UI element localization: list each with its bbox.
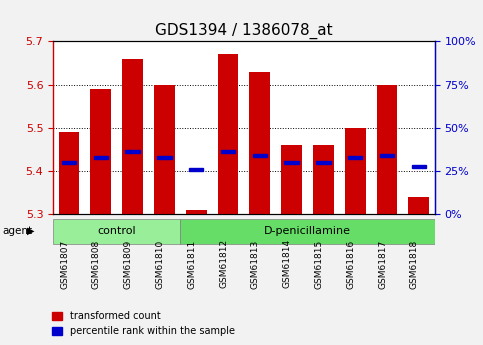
Bar xyxy=(126,150,140,153)
Bar xyxy=(380,154,394,157)
Text: control: control xyxy=(98,226,136,236)
Bar xyxy=(122,59,143,214)
Text: GSM61807: GSM61807 xyxy=(60,239,69,288)
Bar xyxy=(250,71,270,214)
Bar xyxy=(313,145,334,214)
Text: GSM61811: GSM61811 xyxy=(187,239,196,288)
Text: GSM61808: GSM61808 xyxy=(92,239,101,288)
Bar xyxy=(62,160,76,164)
Bar xyxy=(412,165,426,168)
Text: agent: agent xyxy=(2,226,32,236)
Text: GSM61816: GSM61816 xyxy=(346,239,355,288)
Bar xyxy=(186,209,207,214)
Bar xyxy=(316,160,331,164)
Bar xyxy=(409,197,429,214)
Text: GSM61817: GSM61817 xyxy=(378,239,387,288)
Bar xyxy=(253,154,267,157)
Text: GSM61814: GSM61814 xyxy=(283,239,292,288)
Bar xyxy=(154,85,175,214)
Text: GSM61818: GSM61818 xyxy=(410,239,419,288)
Text: GSM61810: GSM61810 xyxy=(156,239,164,288)
Text: GSM61813: GSM61813 xyxy=(251,239,260,288)
Bar xyxy=(189,168,203,171)
Legend: transformed count, percentile rank within the sample: transformed count, percentile rank withi… xyxy=(48,307,239,340)
Title: GDS1394 / 1386078_at: GDS1394 / 1386078_at xyxy=(155,22,333,39)
Bar xyxy=(348,156,362,159)
Text: GSM61812: GSM61812 xyxy=(219,239,228,288)
Bar xyxy=(157,156,171,159)
Bar xyxy=(284,160,299,164)
Bar xyxy=(53,219,180,244)
Bar xyxy=(218,54,238,214)
Bar xyxy=(221,150,235,153)
Bar xyxy=(90,89,111,214)
Bar xyxy=(180,219,435,244)
Text: D-penicillamine: D-penicillamine xyxy=(264,226,351,236)
Bar xyxy=(345,128,366,214)
Text: GSM61809: GSM61809 xyxy=(124,239,133,288)
Text: GSM61815: GSM61815 xyxy=(314,239,324,288)
Bar xyxy=(94,156,108,159)
Bar xyxy=(59,132,79,214)
Bar xyxy=(377,85,398,214)
Text: ▶: ▶ xyxy=(27,226,34,236)
Bar xyxy=(281,145,302,214)
